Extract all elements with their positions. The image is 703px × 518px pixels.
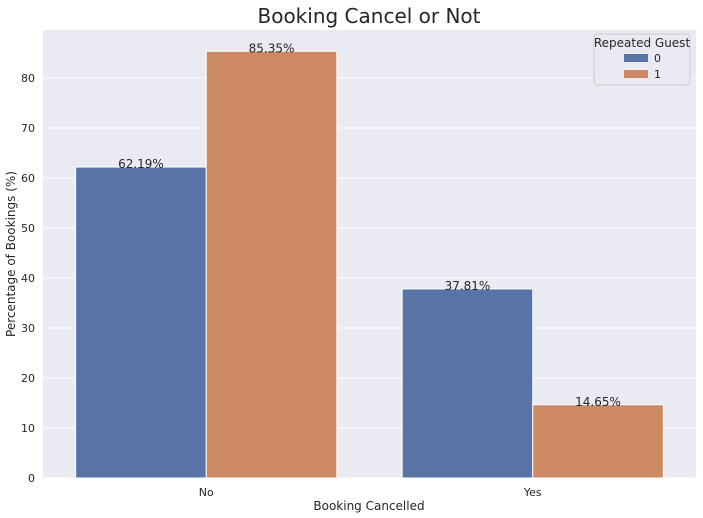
- x-tick-label: Yes: [523, 486, 542, 499]
- legend-label: 1: [654, 68, 661, 81]
- y-tick-label: 0: [28, 472, 35, 485]
- bar: [401, 288, 534, 479]
- y-tick-label: 50: [21, 222, 35, 235]
- y-tick-label: 20: [21, 372, 35, 385]
- y-tick-label: 40: [21, 272, 35, 285]
- x-tick-labels: No Yes: [199, 486, 542, 499]
- y-tick-label: 70: [21, 122, 35, 135]
- data-label: 85.35%: [249, 41, 295, 55]
- x-tick-label: No: [199, 486, 214, 499]
- y-axis-label: Percentage of Bookings (%): [4, 171, 18, 337]
- legend-swatch: [624, 54, 648, 62]
- data-labels: 62.19% 85.35% 37.81% 14.65%: [118, 41, 621, 409]
- y-tick-label: 60: [21, 172, 35, 185]
- y-tick-label: 10: [21, 422, 35, 435]
- y-tick-label: 30: [21, 322, 35, 335]
- data-label: 37.81%: [445, 279, 491, 293]
- legend-title: Repeated Guest: [594, 36, 691, 50]
- bar: [75, 166, 207, 479]
- legend: Repeated Guest 0 1: [593, 33, 691, 86]
- x-axis-label: Booking Cancelled: [313, 499, 424, 513]
- y-tick-label: 80: [21, 72, 35, 85]
- legend-label: 0: [654, 52, 661, 65]
- chart-title: Booking Cancel or Not: [257, 4, 480, 28]
- bar: [205, 50, 338, 479]
- bars: [75, 50, 664, 479]
- legend-swatch: [624, 70, 648, 78]
- bar: [532, 404, 664, 479]
- y-tick-labels: 0 10 20 30 40 50 60 70 80: [21, 72, 35, 485]
- data-label: 62.19%: [118, 157, 164, 171]
- data-label: 14.65%: [575, 395, 621, 409]
